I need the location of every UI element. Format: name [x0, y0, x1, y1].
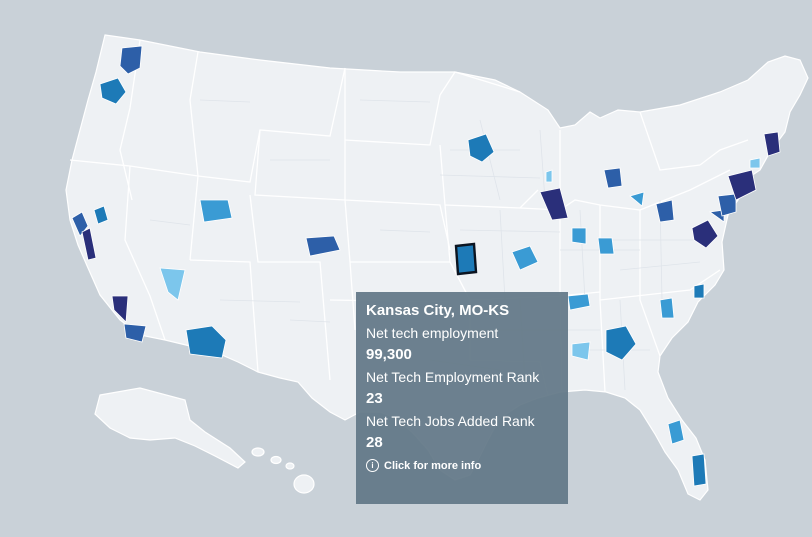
- tooltip-metric3-label: Net Tech Jobs Added Rank: [366, 413, 535, 429]
- more-info-link[interactable]: i Click for more info: [366, 459, 558, 472]
- contiguous-us-landmass: [65, 34, 809, 501]
- metro-baltimore[interactable]: [708, 209, 725, 223]
- metro-miami[interactable]: [691, 453, 707, 487]
- more-info-label: Click for more info: [384, 459, 482, 472]
- metro-new-york[interactable]: [727, 169, 757, 201]
- metro-st-louis[interactable]: [511, 245, 539, 271]
- metro-washington-dc[interactable]: [691, 219, 719, 249]
- metro-raleigh[interactable]: [693, 283, 705, 299]
- metro-hartford[interactable]: [749, 157, 761, 169]
- metro-salt-lake-city[interactable]: [199, 199, 233, 223]
- metro-pittsburgh[interactable]: [655, 199, 675, 223]
- metro-charlotte[interactable]: [659, 297, 675, 319]
- metro-cleveland[interactable]: [629, 191, 645, 207]
- metro-nashville[interactable]: [567, 293, 591, 311]
- metro-denver[interactable]: [305, 235, 341, 257]
- info-icon: i: [366, 459, 379, 472]
- metro-los-angeles[interactable]: [111, 295, 129, 323]
- tooltip-metric1-label: Net tech employment: [366, 325, 499, 341]
- metro-indianapolis[interactable]: [571, 227, 587, 245]
- metro-atlanta[interactable]: [605, 325, 637, 361]
- metro-minneapolis[interactable]: [467, 133, 495, 163]
- tooltip-metric2-label: Net Tech Employment Rank: [366, 369, 540, 385]
- metro-sf-bay[interactable]: [71, 211, 89, 237]
- metro-phoenix[interactable]: [185, 325, 227, 359]
- metro-areas[interactable]: [71, 45, 781, 487]
- tooltip-metric2-value: 23: [366, 390, 383, 407]
- metro-portland[interactable]: [99, 77, 127, 105]
- metro-detroit[interactable]: [603, 167, 623, 189]
- metro-birmingham[interactable]: [571, 341, 591, 361]
- metro-las-vegas[interactable]: [159, 267, 186, 301]
- alaska-landmass: [94, 387, 246, 469]
- metro-tooltip: Kansas City, MO-KS Net tech employment 9…: [356, 292, 568, 504]
- tooltip-title: Kansas City, MO-KS: [366, 302, 510, 319]
- metro-columbus[interactable]: [597, 237, 615, 255]
- metro-philadelphia[interactable]: [717, 193, 737, 217]
- tooltip-metric1-value: 99,300: [366, 346, 412, 363]
- metro-san-jose[interactable]: [81, 227, 97, 261]
- metro-kansas-city[interactable]: [454, 242, 478, 276]
- metro-orlando[interactable]: [667, 419, 685, 445]
- metro-boston[interactable]: [763, 131, 781, 157]
- metro-sacramento[interactable]: [93, 205, 109, 225]
- metro-san-diego[interactable]: [123, 323, 147, 343]
- metro-chicago[interactable]: [539, 187, 569, 221]
- hawaii-islands: [251, 447, 315, 494]
- metro-milwaukee[interactable]: [545, 169, 553, 183]
- metro-seattle[interactable]: [119, 45, 143, 75]
- tooltip-metric3-value: 28: [366, 434, 383, 451]
